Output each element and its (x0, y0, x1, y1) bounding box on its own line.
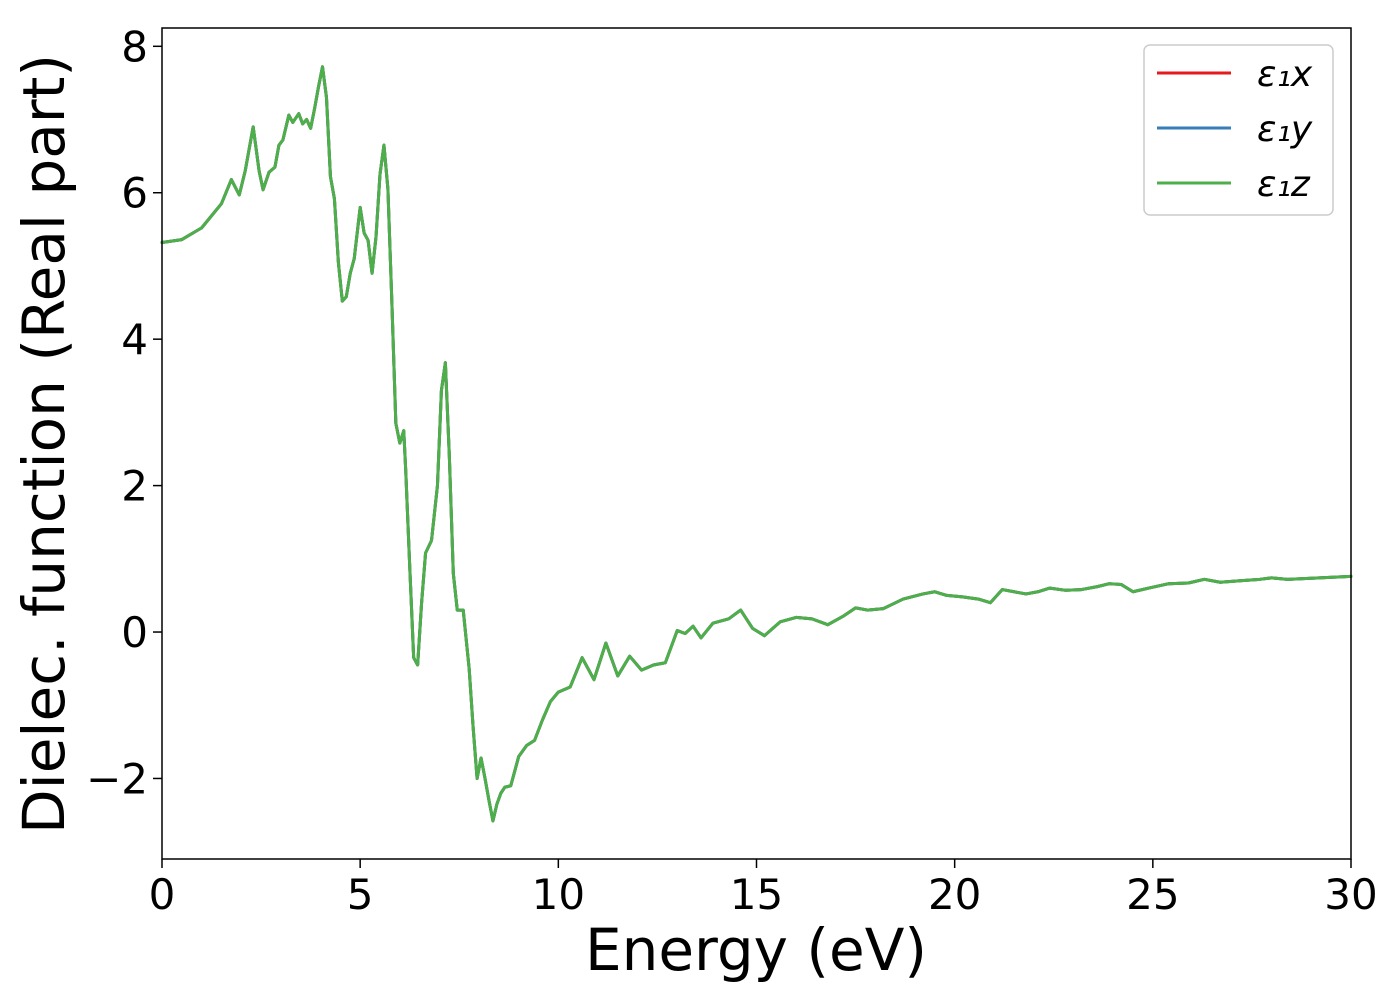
x-tick-label: 0 (149, 870, 176, 919)
legend-box (1143, 44, 1334, 216)
y-axis-ticks: −2 0 2 4 6 8 (86, 22, 162, 803)
x-axis-ticks: 0 5 10 15 20 25 30 (149, 859, 1378, 919)
x-tick-label: 30 (1324, 870, 1377, 919)
legend-label: ε₁z (1257, 164, 1311, 205)
x-tick-label: 20 (928, 870, 981, 919)
legend-label: ε₁x (1257, 54, 1313, 95)
x-tick-label: 5 (347, 870, 374, 919)
y-tick-label: −2 (86, 754, 148, 803)
y-axis-label: Dielec. function (Real part) (10, 54, 78, 834)
legend: ε₁x ε₁y ε₁z (1143, 44, 1334, 216)
y-tick-label: 0 (121, 608, 148, 657)
series-line-2 (160, 65, 1353, 823)
x-tick-label: 10 (532, 870, 585, 919)
y-tick-label: 4 (121, 315, 148, 364)
series-layer (160, 65, 1353, 823)
legend-label: ε₁y (1257, 109, 1313, 150)
y-tick-label: 2 (121, 462, 148, 511)
y-tick-label: 8 (121, 22, 148, 71)
x-axis-label: Energy (eV) (585, 916, 927, 984)
y-tick-label: 6 (121, 169, 148, 218)
x-tick-label: 25 (1126, 870, 1179, 919)
x-tick-label: 15 (730, 870, 783, 919)
